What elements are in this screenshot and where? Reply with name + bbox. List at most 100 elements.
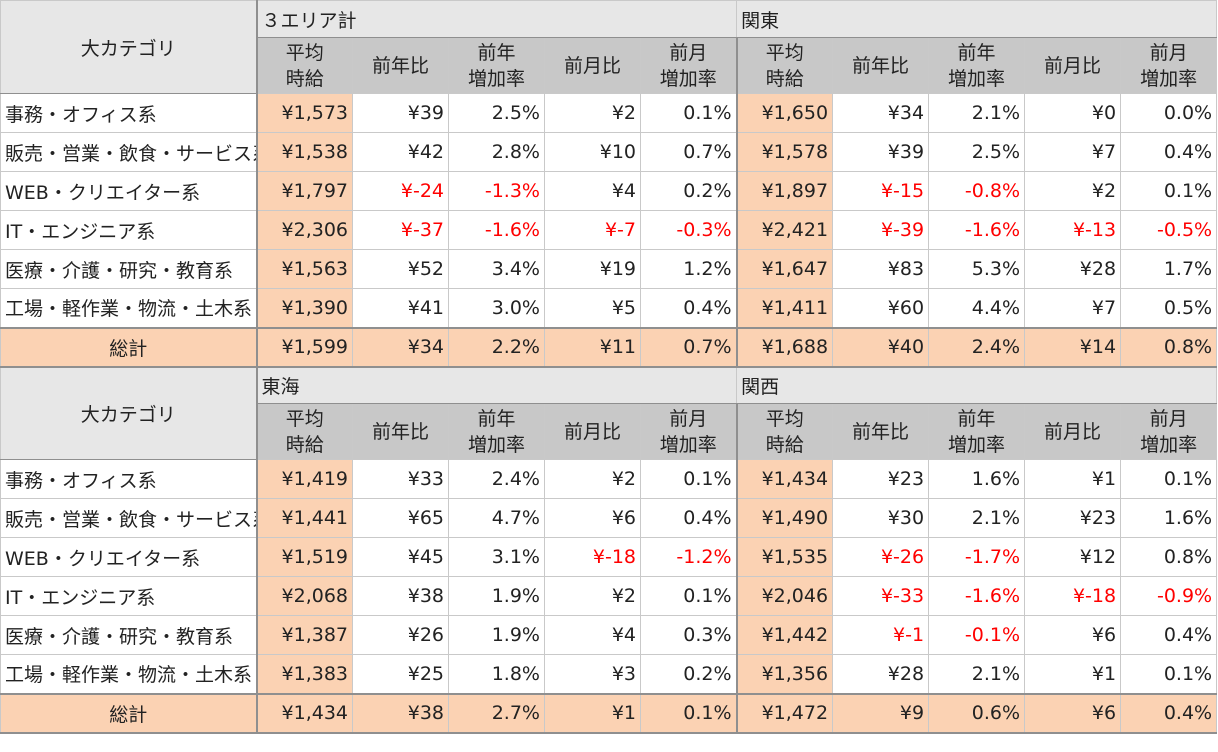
- value-cell: 5.3%: [928, 249, 1026, 289]
- value-cell: 0.7%: [639, 132, 738, 172]
- column-header-line: 平均: [285, 407, 324, 430]
- value-cell: ¥-37: [352, 210, 449, 250]
- value-cell: 3.1%: [448, 537, 545, 577]
- value-cell: 0.4%: [1120, 132, 1218, 172]
- total-value-cell: ¥14: [1024, 326, 1122, 368]
- total-value-cell: 0.8%: [1120, 326, 1218, 368]
- value-cell: ¥52: [352, 249, 449, 289]
- column-header-line: 増加率: [948, 433, 1006, 456]
- column-header-line: 前月: [669, 407, 708, 430]
- column-header-mom: 前月比: [544, 403, 641, 460]
- value-cell: -1.6%: [928, 210, 1026, 250]
- column-header-avg: 平均 時給: [255, 403, 353, 460]
- total-row: 総計 ¥1,434 ¥38 2.7% ¥1 0.1% ¥1,472 ¥9 0.6% ¥6 0.4%: [0, 692, 1218, 734]
- column-header-line: 平均: [285, 41, 324, 64]
- value-cell: ¥39: [832, 132, 930, 172]
- value-cell: ¥4: [544, 615, 641, 655]
- column-header-line: 前年: [957, 41, 996, 64]
- value-cell: ¥0: [1024, 93, 1122, 133]
- total-value-cell: ¥40: [832, 326, 930, 368]
- category-label: IT・エンジニア系: [0, 210, 258, 250]
- value-cell: ¥1,797: [256, 171, 353, 211]
- value-cell: ¥-26: [832, 537, 930, 577]
- column-header-line: 前年: [477, 407, 516, 430]
- column-header-line: 平均: [765, 41, 804, 64]
- value-cell: ¥3: [544, 654, 641, 694]
- category-label: 事務・オフィス系: [0, 93, 258, 133]
- value-cell: 0.3%: [639, 615, 738, 655]
- value-cell: ¥1,441: [256, 498, 353, 538]
- value-cell: ¥33: [352, 459, 449, 499]
- total-value-cell: ¥1,599: [256, 326, 353, 368]
- value-cell: 1.9%: [448, 615, 545, 655]
- value-cell: -0.9%: [1120, 576, 1218, 616]
- column-header-yoy_rate: 前年 増加率: [448, 37, 545, 94]
- area-header-row: 大カテゴリ 東海 関西: [0, 366, 1218, 460]
- value-cell: ¥39: [352, 93, 449, 133]
- column-header-line: 増加率: [467, 433, 525, 456]
- table-row: 医療・介護・研究・教育系 ¥1,563 ¥52 3.4% ¥19 1.2% ¥1,647 ¥8…: [0, 249, 1218, 289]
- value-cell: ¥7: [1024, 132, 1122, 172]
- value-cell: 2.8%: [448, 132, 545, 172]
- column-header-mom_rate: 前月 増加率: [639, 403, 738, 460]
- column-header-yoy_rate: 前年 増加率: [928, 37, 1026, 94]
- value-cell: -0.5%: [1120, 210, 1218, 250]
- category-label: 事務・オフィス系: [0, 459, 258, 499]
- value-cell: ¥1,387: [256, 615, 353, 655]
- area-name: 関西: [736, 366, 1218, 404]
- category-label: WEB・クリエイター系: [0, 537, 258, 577]
- value-cell: 1.7%: [1120, 249, 1218, 289]
- total-value-cell: 0.6%: [928, 692, 1026, 734]
- value-cell: ¥1,897: [735, 171, 834, 211]
- value-cell: ¥-15: [832, 171, 930, 211]
- value-cell: ¥-24: [352, 171, 449, 211]
- value-cell: ¥4: [544, 171, 641, 211]
- value-cell: 1.9%: [448, 576, 545, 616]
- value-cell: ¥1,390: [256, 288, 353, 328]
- category-label: 販売・営業・飲食・サービス系: [0, 132, 258, 172]
- value-cell: ¥2,068: [256, 576, 353, 616]
- column-header-avg: 平均 時給: [255, 37, 353, 94]
- value-cell: ¥1,535: [735, 537, 834, 577]
- column-header-mom: 前月比: [544, 37, 641, 94]
- value-cell: ¥2,306: [256, 210, 353, 250]
- total-row: 総計 ¥1,599 ¥34 2.2% ¥11 0.7% ¥1,688 ¥40 2.4% ¥14 0.…: [0, 326, 1218, 368]
- value-cell: ¥-18: [544, 537, 641, 577]
- value-cell: 0.1%: [1120, 654, 1218, 694]
- column-header-yoy: 前年比: [352, 37, 449, 94]
- value-cell: 0.4%: [639, 288, 738, 328]
- category-label: 工場・軽作業・物流・土木系: [0, 288, 258, 328]
- value-cell: 1.6%: [928, 459, 1026, 499]
- value-cell: ¥30: [832, 498, 930, 538]
- value-cell: ¥12: [1024, 537, 1122, 577]
- value-cell: ¥-1: [832, 615, 930, 655]
- column-header-line: 前月: [1149, 407, 1188, 430]
- value-cell: 0.1%: [639, 93, 738, 133]
- value-cell: 0.2%: [639, 654, 738, 694]
- value-cell: ¥-33: [832, 576, 930, 616]
- column-header-line: 前月: [669, 41, 708, 64]
- value-cell: -1.7%: [928, 537, 1026, 577]
- value-cell: ¥1,573: [256, 93, 353, 133]
- value-cell: ¥1,647: [735, 249, 834, 289]
- total-value-cell: ¥1,434: [256, 692, 353, 734]
- value-cell: ¥-18: [1024, 576, 1122, 616]
- wage-table: 大カテゴリ ３エリア計 関東 平均 時給 前年比 前年 増加率 前月比 前月 増加率 平均 時給 前年比前…: [0, 0, 1218, 734]
- table-row: 販売・営業・飲食・サービス系 ¥1,538 ¥42 2.8% ¥10 0.7% ¥1,578…: [0, 132, 1218, 172]
- column-header-avg: 平均 時給: [735, 37, 834, 94]
- table-row: 事務・オフィス系 ¥1,573 ¥39 2.5% ¥2 0.1% ¥1,650 ¥34 2.1%…: [0, 93, 1218, 133]
- value-cell: 2.1%: [928, 654, 1026, 694]
- value-cell: ¥1: [1024, 459, 1122, 499]
- category-header: 大カテゴリ: [0, 366, 258, 460]
- value-cell: ¥65: [352, 498, 449, 538]
- value-cell: -1.2%: [639, 537, 738, 577]
- category-label: 医療・介護・研究・教育系: [0, 615, 258, 655]
- total-value-cell: ¥9: [832, 692, 930, 734]
- total-value-cell: ¥38: [352, 692, 449, 734]
- category-header: 大カテゴリ: [0, 0, 258, 94]
- value-cell: ¥1,442: [735, 615, 834, 655]
- value-cell: ¥1,519: [256, 537, 353, 577]
- value-cell: 2.5%: [928, 132, 1026, 172]
- total-value-cell: 0.1%: [639, 692, 738, 734]
- column-header-line: 増加率: [948, 67, 1006, 90]
